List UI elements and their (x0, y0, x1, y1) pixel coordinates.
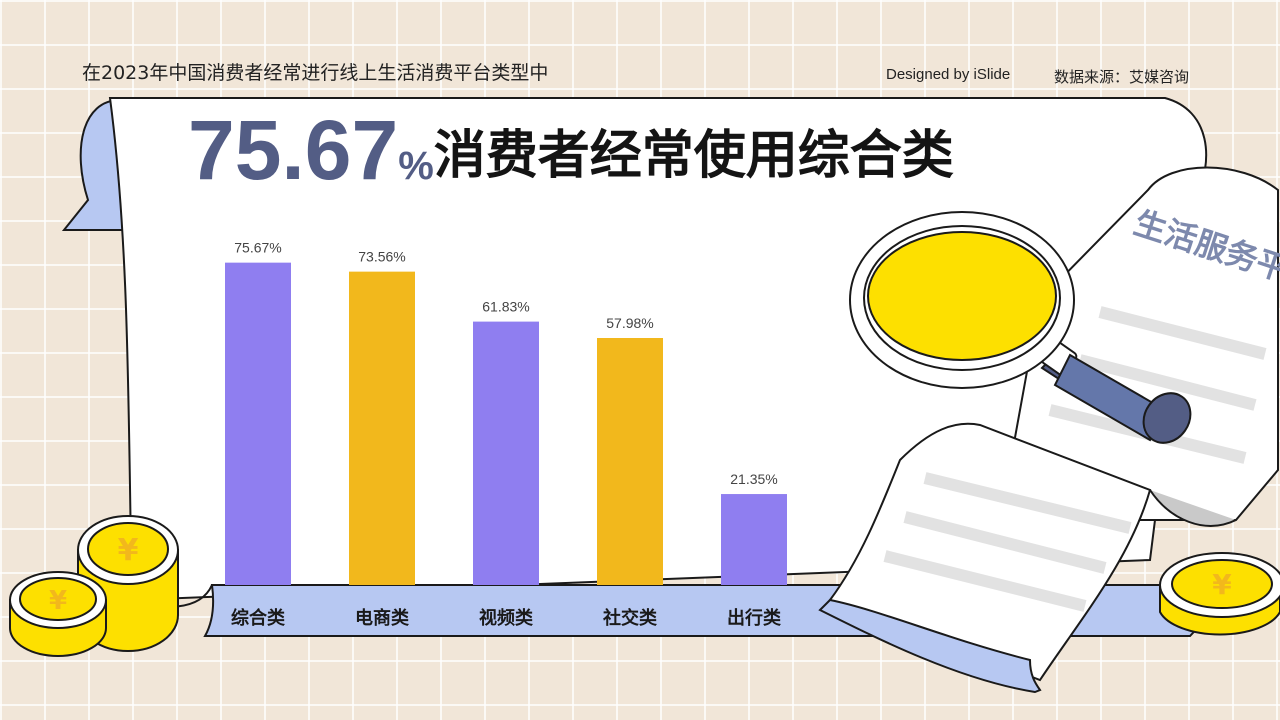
headline-number: 75.67 (188, 103, 399, 197)
data-source: 数据来源：艾媒咨询 (1054, 69, 1190, 86)
category-label-2: 电商类 (355, 607, 410, 629)
magnifier-icon (849, 211, 1192, 444)
bar-3 (473, 321, 539, 585)
category-label-3: 视频类 (479, 607, 534, 629)
category-label-5: 出行类 (727, 607, 782, 629)
svg-text:¥: ¥ (1212, 568, 1232, 601)
value-label-1: 75.67% (234, 240, 281, 256)
coin-right-icon: ¥ (1159, 552, 1280, 636)
designed-by: Designed by iSlide (886, 66, 1011, 83)
value-label-2: 73.56% (358, 249, 405, 265)
coin-stack-left-icon: ¥ ¥ (9, 515, 179, 657)
svg-text:¥: ¥ (49, 586, 67, 616)
value-label-5: 21.35% (730, 471, 777, 487)
headline-unit: % (398, 144, 434, 188)
svg-text:¥: ¥ (118, 533, 139, 568)
category-label-4: 社交类 (603, 607, 658, 629)
bar-1 (225, 262, 291, 585)
value-label-4: 57.98% (606, 315, 653, 331)
headline-text: 消费者经常使用综合类 (433, 126, 954, 186)
document-front-icon (818, 422, 1152, 694)
document-back-icon: 生活服务平 (998, 166, 1280, 527)
bar-4 (597, 338, 663, 585)
value-label-3: 61.83% (482, 299, 529, 315)
bar-5 (721, 494, 787, 585)
category-label-1: 综合类 (231, 607, 286, 629)
bar-2 (349, 271, 415, 585)
subtitle: 在2023年中国消费者经常进行线上生活消费平台类型中 (82, 62, 549, 84)
headline: 75.67%消费者经常使用综合类 (188, 108, 954, 192)
